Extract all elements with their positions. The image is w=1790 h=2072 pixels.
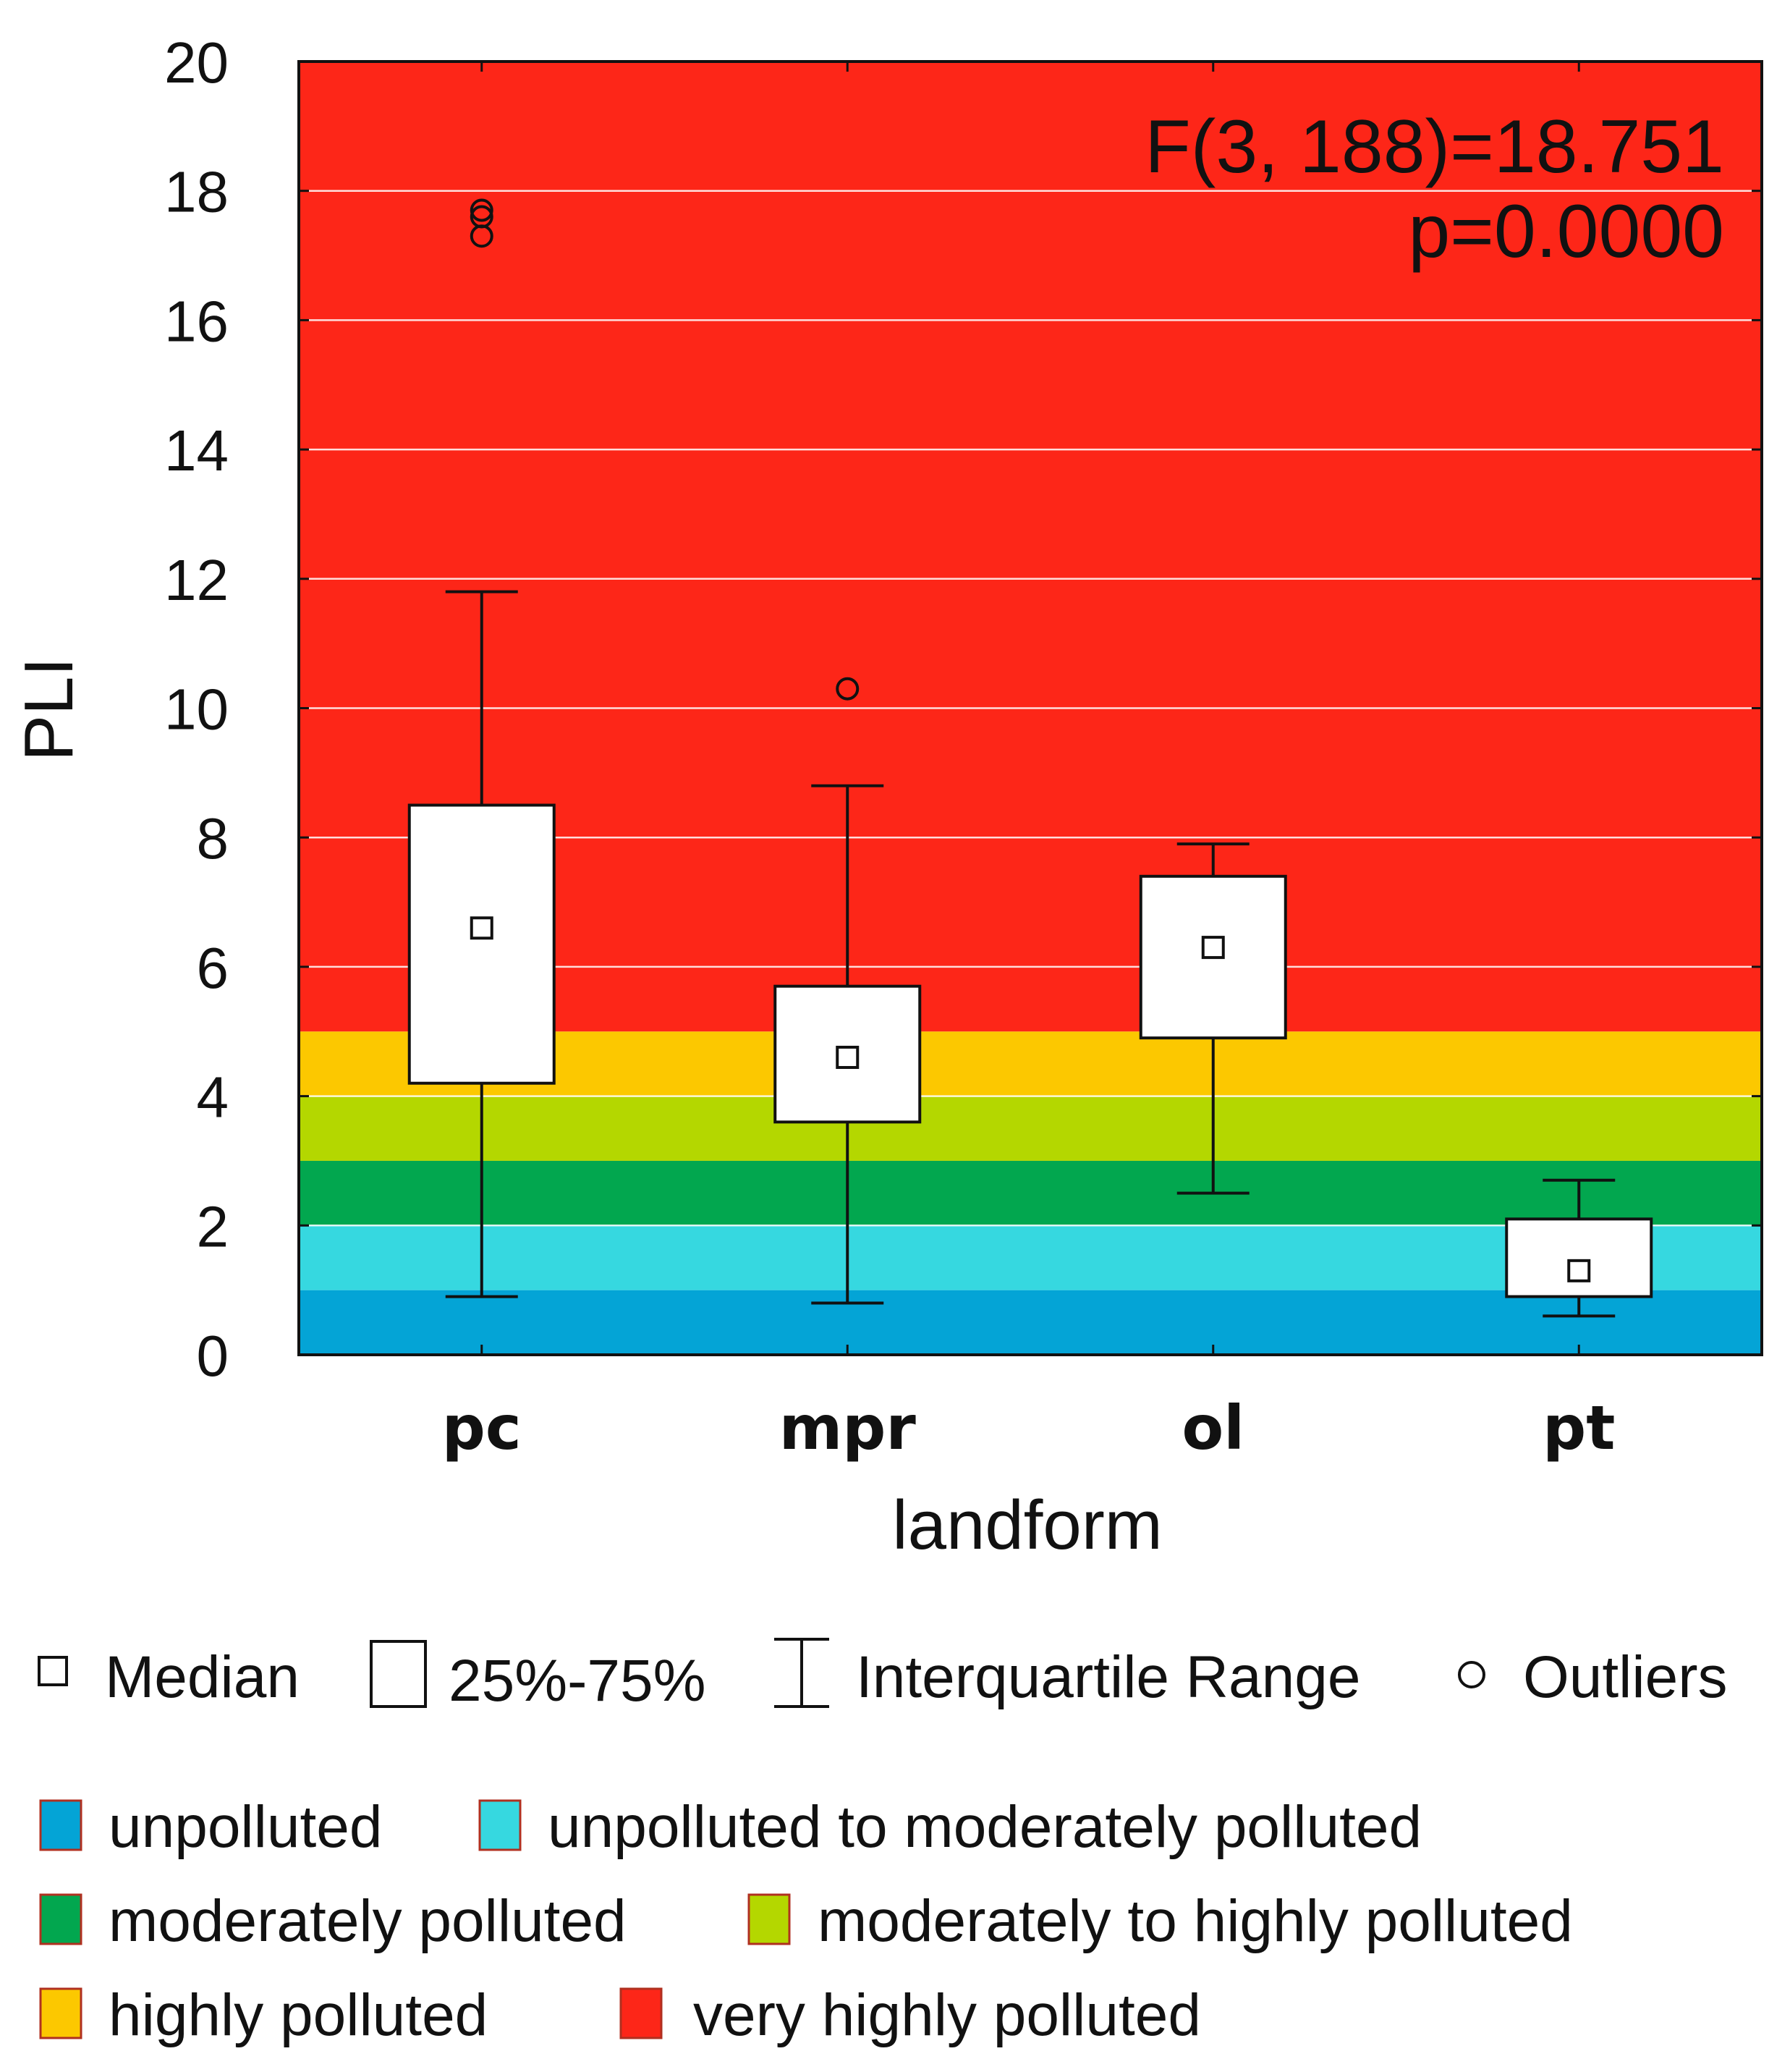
whisker-legend-icon: [774, 1638, 829, 1708]
box-pt: [1505, 1178, 1653, 1318]
y-tick-label-6: 12: [164, 548, 229, 612]
box-series: [407, 198, 1653, 1318]
y-tick-labels: 0 2 4 6 8 10 12 14 16 18 20: [164, 30, 229, 1388]
x-category-label-mpr: mpr: [779, 1392, 917, 1463]
band-2: [299, 1160, 1762, 1226]
box-mpr: [773, 677, 922, 1305]
box-ol: [1139, 842, 1287, 1195]
band-3: [299, 1096, 1762, 1161]
whisker-legend-label: Interquartile Range: [856, 1644, 1360, 1710]
y-tick-label-5: 10: [164, 677, 229, 742]
legend-swatch-highly-polluted: [39, 1987, 82, 2039]
median-legend-icon: [38, 1656, 68, 1686]
stats-annotation-p: p=0.0000: [1408, 190, 1724, 274]
legend-swatch-moderately-polluted: [39, 1893, 82, 1945]
pollution-legend: unpolluted unpolluted to moderately poll…: [39, 1794, 1573, 2048]
y-tick-label-1: 2: [197, 1194, 229, 1259]
outlier-pc-2: [470, 198, 493, 222]
y-tick-label-7: 14: [164, 418, 229, 483]
y-tick-label-3: 6: [197, 936, 229, 1000]
legend-label-moderately-to-highly: moderately to highly polluted: [818, 1888, 1573, 1954]
y-tick-label-9: 18: [164, 160, 229, 224]
median-legend-label: Median: [105, 1644, 300, 1710]
x-category-label-pt: pt: [1543, 1392, 1615, 1463]
stats-annotation-f: F(3, 188)=18.751: [1145, 105, 1724, 189]
quartile-box-legend-icon: [370, 1640, 427, 1708]
y-tick-label-2: 4: [197, 1065, 229, 1130]
y-tick-label-10: 20: [164, 30, 229, 95]
y-axis-title: PLI: [10, 657, 88, 761]
iqr-box-pt: [1505, 1217, 1653, 1298]
quartile-box-legend-label: 25%-75%: [449, 1648, 706, 1714]
legend-swatch-moderately-to-highly: [747, 1893, 791, 1945]
x-category-labels: pc mpr ol pt: [442, 1392, 1616, 1463]
box-pc: [407, 198, 556, 1298]
legend-swatch-unpolluted: [39, 1799, 82, 1851]
median-marker-mpr: [836, 1045, 860, 1069]
x-category-label-ol: ol: [1182, 1392, 1244, 1463]
legend-label-very-highly-polluted: very highly polluted: [693, 1982, 1201, 2048]
iqr-box-pc: [407, 803, 556, 1085]
legend-label-moderately-polluted: moderately polluted: [109, 1888, 627, 1954]
y-tick-label-0: 0: [197, 1324, 229, 1388]
x-axis-title: landform: [892, 1487, 1163, 1564]
outlier-legend-icon: [1458, 1661, 1485, 1688]
legend-label-unpolluted-to-moderately: unpolluted to moderately polluted: [548, 1794, 1422, 1860]
median-marker-ol: [1201, 936, 1225, 960]
legend-swatch-very-highly-polluted: [619, 1987, 663, 2039]
legend-label-unpolluted: unpolluted: [109, 1794, 382, 1860]
box-legend: Median 25%-75% Interquartile Range Outli…: [38, 1638, 1728, 1714]
y-tick-label-4: 8: [197, 806, 229, 871]
y-tick-label-8: 16: [164, 289, 229, 353]
median-marker-pt: [1567, 1259, 1591, 1282]
legend-label-highly-polluted: highly polluted: [109, 1982, 488, 2048]
band-0: [299, 1290, 1762, 1355]
x-category-label-pc: pc: [442, 1392, 522, 1463]
legend-swatch-unpolluted-to-moderately: [478, 1799, 522, 1851]
outlier-mpr-0: [836, 677, 860, 701]
plot-frame: [297, 60, 1763, 1356]
median-marker-pc: [470, 916, 493, 940]
outlier-legend-label: Outliers: [1523, 1644, 1728, 1710]
outlier-pc-1: [470, 205, 493, 229]
